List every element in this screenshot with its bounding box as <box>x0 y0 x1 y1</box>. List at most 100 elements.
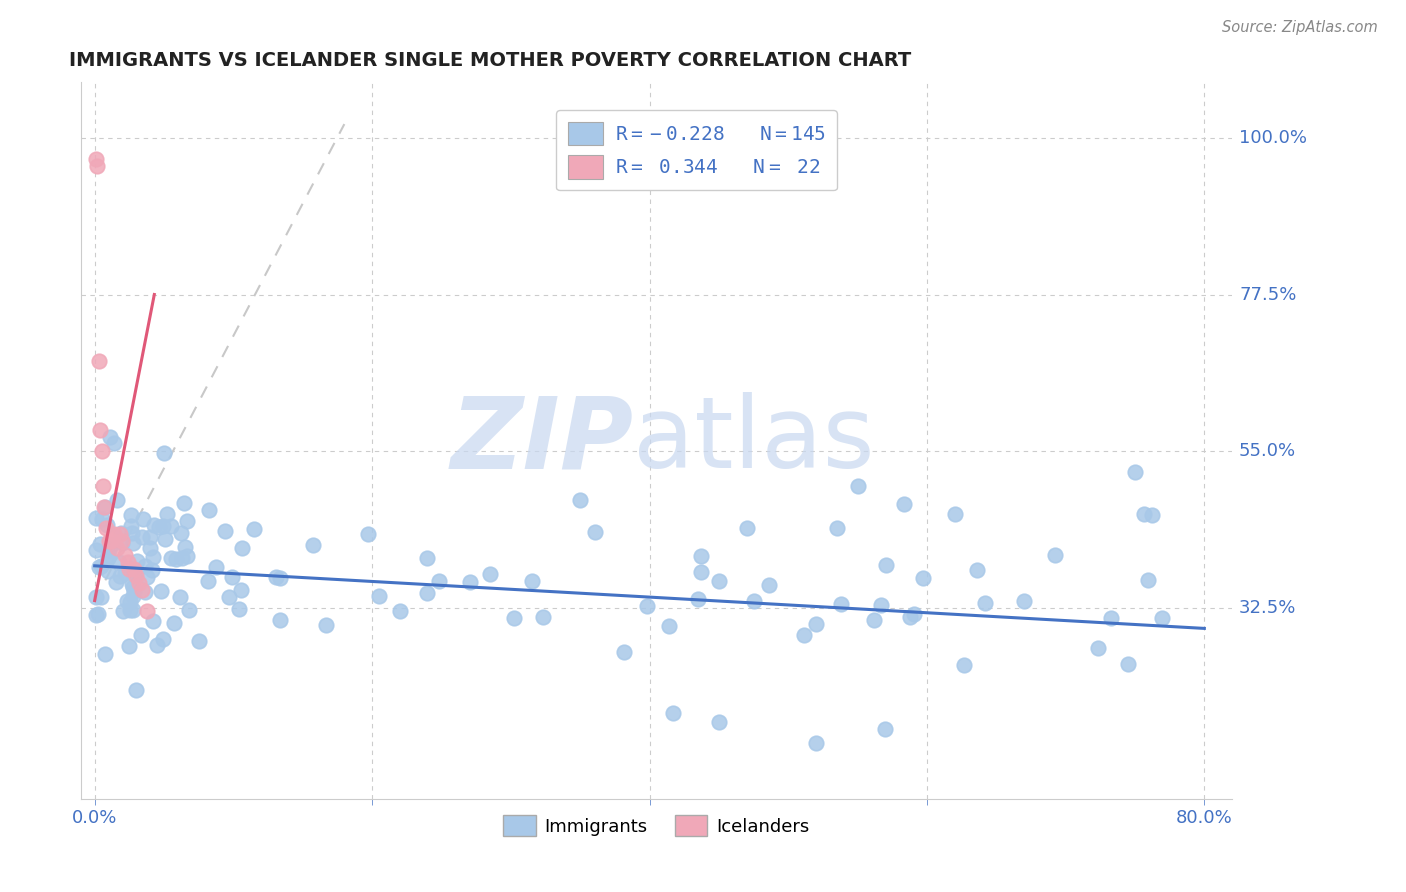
Point <box>264 570 287 584</box>
Point <box>169 590 191 604</box>
Point <box>100 538 122 552</box>
Point <box>141 563 163 577</box>
Point <box>122 566 145 581</box>
Point <box>912 572 935 586</box>
Point <box>105 493 128 508</box>
Point <box>174 540 197 554</box>
Point <box>90 559 112 574</box>
Point <box>153 533 176 547</box>
Point <box>131 583 153 598</box>
Point <box>269 613 291 627</box>
Point <box>170 550 193 565</box>
Point <box>170 526 193 541</box>
Point <box>658 619 681 633</box>
Point <box>104 575 127 590</box>
Point <box>176 514 198 528</box>
Point <box>415 586 437 600</box>
Point <box>846 479 869 493</box>
Point <box>94 520 117 534</box>
Point <box>1101 611 1123 625</box>
Point <box>136 604 159 618</box>
Point <box>357 526 380 541</box>
Point <box>142 615 165 629</box>
Text: 32.5%: 32.5% <box>1239 599 1296 616</box>
Point <box>121 603 143 617</box>
Point <box>142 517 165 532</box>
Point <box>686 591 709 606</box>
Point <box>134 585 156 599</box>
Point <box>388 604 411 618</box>
Text: 100.0%: 100.0% <box>1239 129 1308 147</box>
Point <box>93 500 115 514</box>
Point <box>205 560 228 574</box>
Point <box>100 534 122 549</box>
Point <box>689 565 711 579</box>
Point <box>427 574 450 588</box>
Point <box>1123 465 1146 479</box>
Point <box>134 559 156 574</box>
Point <box>1087 641 1109 656</box>
Point <box>758 577 780 591</box>
Point <box>806 616 828 631</box>
Legend: Immigrants, Icelanders: Immigrants, Icelanders <box>496 808 817 844</box>
Point <box>118 639 141 653</box>
Text: 77.5%: 77.5% <box>1239 285 1296 303</box>
Point <box>160 551 183 566</box>
Point <box>735 520 758 534</box>
Point <box>121 576 143 591</box>
Point <box>128 576 150 591</box>
Point <box>114 549 136 563</box>
Point <box>870 598 893 612</box>
Point <box>502 611 524 625</box>
Point <box>97 550 120 565</box>
Point <box>367 589 389 603</box>
Point <box>875 558 897 572</box>
Point <box>804 736 827 750</box>
Point <box>86 607 108 621</box>
Point <box>1136 574 1159 588</box>
Point <box>531 609 554 624</box>
Point <box>707 715 730 730</box>
Point <box>135 569 157 583</box>
Point <box>231 541 253 555</box>
Point <box>115 594 138 608</box>
Point <box>89 537 111 551</box>
Point <box>91 512 114 526</box>
Point <box>415 551 437 566</box>
Point <box>94 500 117 514</box>
Point <box>139 530 162 544</box>
Point <box>121 526 143 541</box>
Point <box>1012 594 1035 608</box>
Point <box>301 538 323 552</box>
Point <box>149 583 172 598</box>
Point <box>636 599 658 614</box>
Point <box>520 574 543 588</box>
Point <box>898 609 921 624</box>
Point <box>228 602 250 616</box>
Point <box>97 534 120 549</box>
Point <box>131 530 153 544</box>
Point <box>129 628 152 642</box>
Point <box>110 526 132 541</box>
Point <box>152 519 174 533</box>
Point <box>460 575 482 590</box>
Point <box>98 429 121 443</box>
Point <box>142 550 165 565</box>
Point <box>122 562 145 576</box>
Point <box>148 520 170 534</box>
Point <box>173 496 195 510</box>
Point <box>121 589 143 603</box>
Point <box>105 541 128 556</box>
Point <box>87 559 110 574</box>
Point <box>114 566 136 581</box>
Point <box>97 565 120 579</box>
Point <box>229 582 252 597</box>
Point <box>84 511 107 525</box>
Point <box>87 353 110 368</box>
Point <box>707 574 730 588</box>
Point <box>110 536 132 550</box>
Point <box>139 541 162 555</box>
Point <box>108 569 131 583</box>
Point <box>214 524 236 538</box>
Point <box>875 723 897 737</box>
